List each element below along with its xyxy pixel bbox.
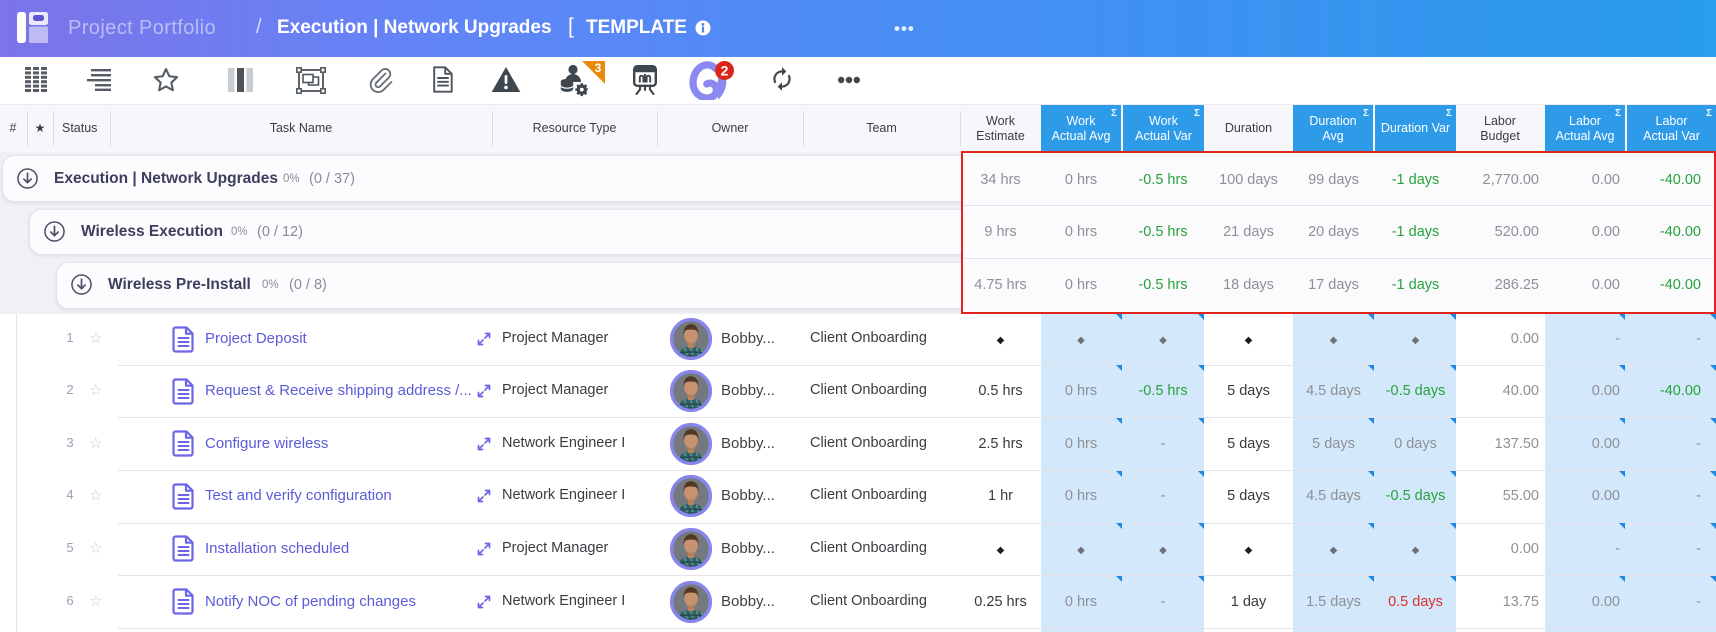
svg-text:3: 3 <box>595 61 602 75</box>
svg-text:2: 2 <box>721 62 729 78</box>
